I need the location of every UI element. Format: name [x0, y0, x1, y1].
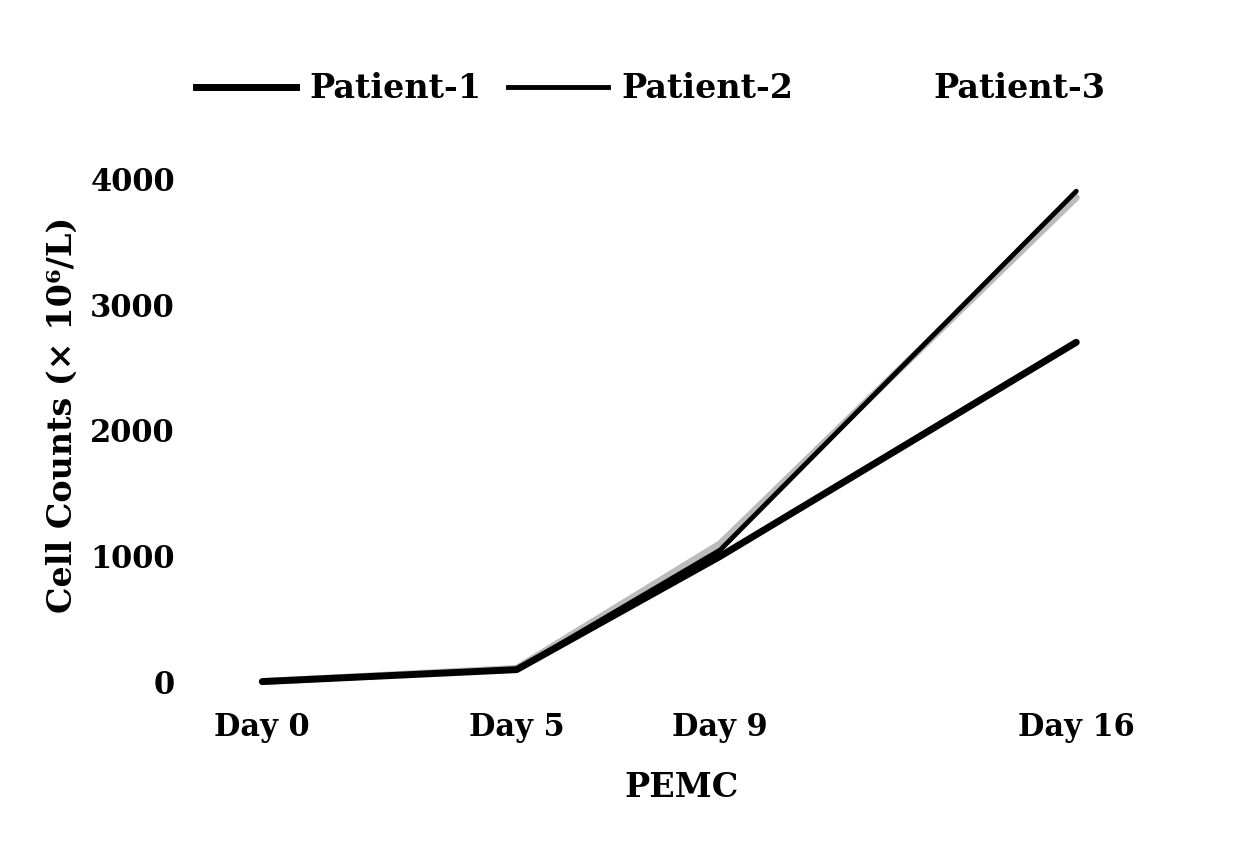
- Y-axis label: Cell Counts (× 10⁶/L): Cell Counts (× 10⁶/L): [46, 216, 79, 613]
- Legend: Patient-1, Patient-2, Patient-3: Patient-1, Patient-2, Patient-3: [182, 59, 1118, 119]
- X-axis label: PEMC: PEMC: [625, 771, 739, 804]
